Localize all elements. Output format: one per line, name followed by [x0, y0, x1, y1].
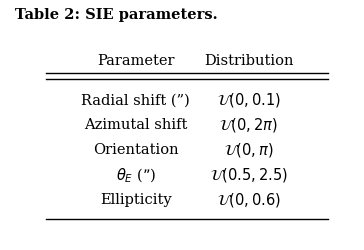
Text: $\mathcal{U}(0, \pi)$: $\mathcal{U}(0, \pi)$ [224, 141, 273, 159]
Text: Parameter: Parameter [97, 54, 174, 68]
Text: $\mathcal{U}(0, 0.6)$: $\mathcal{U}(0, 0.6)$ [217, 191, 281, 209]
Text: $\mathcal{U}(0, 2\pi)$: $\mathcal{U}(0, 2\pi)$ [219, 116, 278, 134]
Text: Orientation: Orientation [93, 143, 179, 157]
Text: $\theta_E$ (”): $\theta_E$ (”) [115, 166, 156, 184]
Text: Table 2: SIE parameters.: Table 2: SIE parameters. [15, 8, 217, 22]
Text: $\mathcal{U}(0, 0.1)$: $\mathcal{U}(0, 0.1)$ [217, 91, 281, 109]
Text: Ellipticity: Ellipticity [100, 193, 171, 207]
Text: Radial shift (”): Radial shift (”) [82, 93, 190, 107]
Text: Distribution: Distribution [204, 54, 293, 68]
Text: Azimutal shift: Azimutal shift [84, 118, 187, 132]
Text: $\mathcal{U}(0.5, 2.5)$: $\mathcal{U}(0.5, 2.5)$ [210, 166, 288, 184]
